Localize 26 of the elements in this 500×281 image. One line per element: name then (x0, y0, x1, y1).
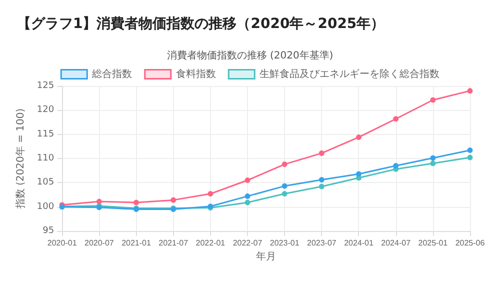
y-tick-label: 110 (36, 154, 54, 164)
x-axis-title: 年月 (256, 250, 276, 262)
x-tick-label: 2020-01 (47, 238, 78, 248)
y-tick-label: 95 (42, 226, 54, 236)
x-tick-label: 2023-07 (306, 238, 337, 248)
legend-label: 生鮮食品及びエネルギーを除く総合指数 (260, 68, 440, 80)
x-tick-label: 2022-07 (232, 238, 263, 248)
y-axis-title: 指数 (2020年 = 100) (14, 108, 26, 210)
x-tick-label: 2024-01 (344, 238, 374, 248)
x-tick-label: 2023-01 (270, 238, 300, 248)
x-tick-label: 2021-07 (158, 238, 189, 248)
y-tick-label: 125 (36, 81, 54, 91)
x-tick-label: 2022-01 (196, 238, 226, 248)
y-tick-label: 120 (36, 105, 54, 116)
x-tick-label: 2020-07 (84, 238, 114, 248)
x-tick-label: 2021-01 (122, 238, 152, 248)
chart-subtitle: 消費者物価指数の推移 (2020年基準) (166, 50, 334, 62)
y-tick-label: 115 (36, 129, 54, 140)
x-tick-label: 2024-07 (381, 238, 412, 248)
x-tick-label: 2025-01 (418, 238, 448, 248)
x-tick-label: 2025-06 (455, 238, 486, 248)
y-tick-label: 105 (36, 178, 54, 188)
legend-label: 総合指数 (91, 68, 132, 80)
chart-title: 【グラフ1】消費者物価指数の推移（2020年～2025年） (17, 16, 385, 32)
legend-label: 食料指数 (176, 68, 216, 80)
y-tick-label: 100 (36, 202, 54, 212)
